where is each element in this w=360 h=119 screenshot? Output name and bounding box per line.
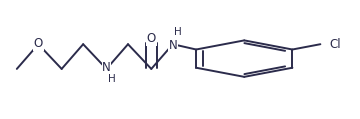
Text: H: H: [174, 27, 182, 37]
Text: H: H: [108, 74, 116, 84]
Text: N: N: [168, 39, 177, 52]
Text: O: O: [34, 37, 43, 50]
Text: N: N: [102, 61, 111, 74]
Text: O: O: [147, 32, 156, 45]
Text: Cl: Cl: [329, 38, 341, 51]
